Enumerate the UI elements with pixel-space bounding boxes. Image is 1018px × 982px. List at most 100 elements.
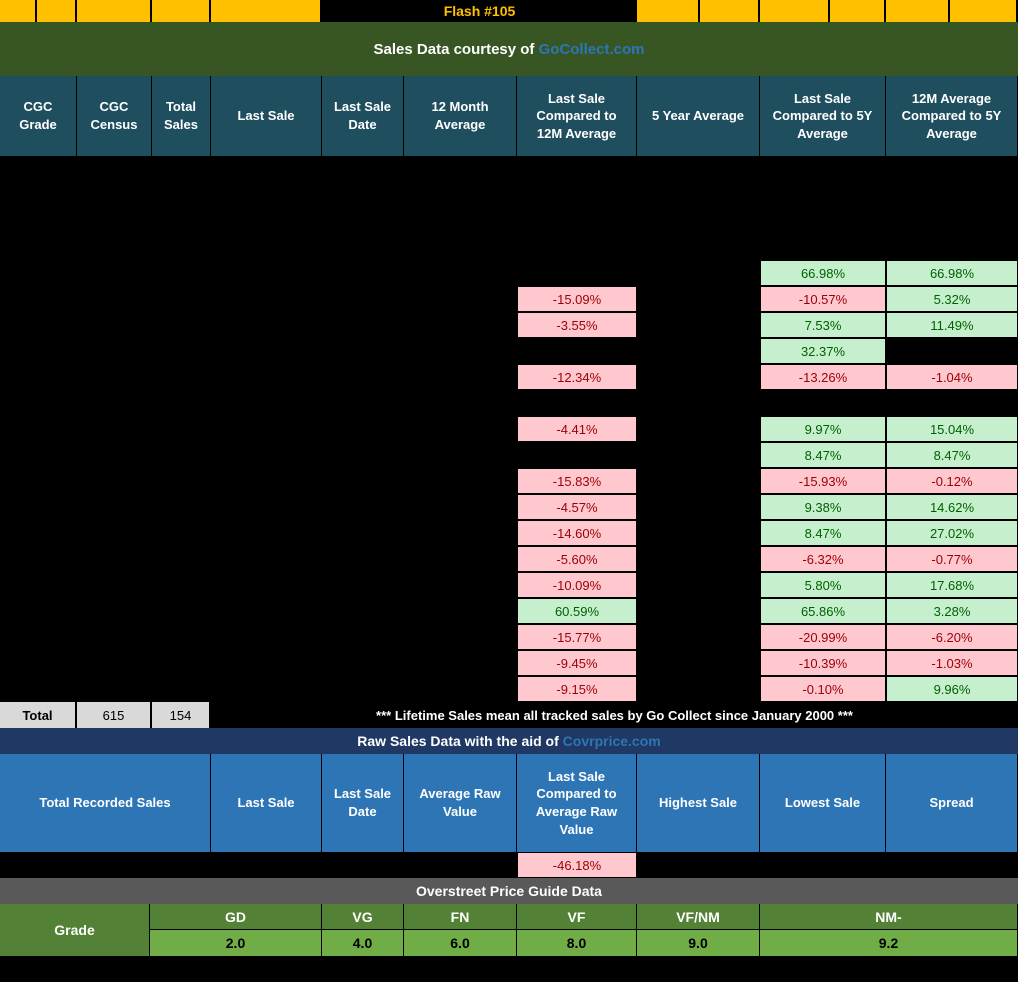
last-vs-5y-cell[interactable] [760, 208, 886, 234]
cgc-grade-cell[interactable] [0, 286, 77, 312]
12m-average-cell[interactable] [404, 572, 517, 598]
cgc-census-cell[interactable] [77, 598, 152, 624]
last-sale-date-cell[interactable] [322, 598, 404, 624]
last-sale-cell[interactable] [211, 520, 322, 546]
last-sale-date-cell[interactable] [322, 208, 404, 234]
spread-cell[interactable] [886, 852, 1018, 878]
col-header-last-sale-date[interactable]: Last Sale Date [322, 76, 404, 156]
last-sale-cell[interactable] [211, 208, 322, 234]
last-sale-cell[interactable] [211, 416, 322, 442]
last-sale-date-cell[interactable] [322, 624, 404, 650]
last-sale-cell[interactable] [211, 442, 322, 468]
5y-average-cell[interactable] [637, 390, 760, 416]
last-sale-cell[interactable] [211, 676, 322, 702]
covrprice-link[interactable]: Covrprice.com [562, 733, 661, 749]
last-sale-cell[interactable] [211, 234, 322, 260]
total-sales-cell[interactable] [152, 260, 211, 286]
12m-average-cell[interactable] [404, 676, 517, 702]
12m-average-cell[interactable] [404, 520, 517, 546]
12m-vs-5y-cell[interactable] [886, 390, 1018, 416]
5y-average-cell[interactable] [637, 156, 760, 182]
last-vs-12m-cell[interactable]: -12.34% [517, 364, 637, 390]
last-sale-cell[interactable] [211, 338, 322, 364]
cgc-census-cell[interactable] [77, 338, 152, 364]
last-vs-12m-cell[interactable]: -14.60% [517, 520, 637, 546]
total-sales-cell[interactable] [152, 572, 211, 598]
last-vs-12m-cell[interactable]: -9.15% [517, 676, 637, 702]
last-vs-5y-cell[interactable]: -15.93% [760, 468, 886, 494]
last-vs-12m-cell[interactable] [517, 260, 637, 286]
col-header-raw-last-sale[interactable]: Last Sale [211, 754, 322, 852]
last-vs-5y-cell[interactable] [760, 234, 886, 260]
last-sale-date-cell[interactable] [322, 572, 404, 598]
last-vs-12m-cell[interactable]: -3.55% [517, 312, 637, 338]
grade-label-cell[interactable]: Grade [0, 904, 150, 956]
last-vs-12m-cell[interactable] [517, 442, 637, 468]
last-vs-12m-cell[interactable]: -9.45% [517, 650, 637, 676]
last-sale-date-cell[interactable] [322, 676, 404, 702]
cgc-census-cell[interactable] [77, 182, 152, 208]
5y-average-cell[interactable] [637, 338, 760, 364]
cgc-census-cell[interactable] [77, 208, 152, 234]
12m-average-cell[interactable] [404, 286, 517, 312]
cgc-census-cell[interactable] [77, 494, 152, 520]
last-vs-12m-cell[interactable] [517, 338, 637, 364]
last-vs-12m-cell[interactable]: -4.57% [517, 494, 637, 520]
5y-average-cell[interactable] [637, 624, 760, 650]
cgc-census-cell[interactable] [77, 286, 152, 312]
last-vs-12m-cell[interactable]: 60.59% [517, 598, 637, 624]
12m-vs-5y-cell[interactable]: 17.68% [886, 572, 1018, 598]
total-sales-cell[interactable] [152, 650, 211, 676]
last-vs-5y-cell[interactable] [760, 390, 886, 416]
5y-average-cell[interactable] [637, 468, 760, 494]
grade-vf-value[interactable]: 8.0 [517, 930, 637, 956]
12m-average-cell[interactable] [404, 364, 517, 390]
grade-vfnm-value[interactable]: 9.0 [637, 930, 760, 956]
12m-vs-5y-cell[interactable]: 27.02% [886, 520, 1018, 546]
total-sales-cell[interactable] [152, 208, 211, 234]
last-vs-5y-cell[interactable]: 32.37% [760, 338, 886, 364]
12m-vs-5y-cell[interactable]: 11.49% [886, 312, 1018, 338]
cgc-grade-cell[interactable] [0, 156, 77, 182]
cgc-grade-cell[interactable] [0, 208, 77, 234]
12m-vs-5y-cell[interactable]: 9.96% [886, 676, 1018, 702]
last-sale-date-cell[interactable] [322, 494, 404, 520]
cgc-census-cell[interactable] [77, 546, 152, 572]
cgc-grade-cell[interactable] [0, 650, 77, 676]
cgc-grade-cell[interactable] [0, 416, 77, 442]
total-sales-cell[interactable] [152, 286, 211, 312]
cgc-grade-cell[interactable] [0, 442, 77, 468]
last-vs-5y-cell[interactable]: -6.32% [760, 546, 886, 572]
12m-vs-5y-cell[interactable] [886, 156, 1018, 182]
12m-average-cell[interactable] [404, 156, 517, 182]
last-sale-cell[interactable] [211, 312, 322, 338]
col-header-12m-vs-5y[interactable]: 12M Average Compared to 5Y Average [886, 76, 1018, 156]
12m-vs-5y-cell[interactable]: -1.03% [886, 650, 1018, 676]
12m-average-cell[interactable] [404, 468, 517, 494]
last-sale-date-cell[interactable] [322, 234, 404, 260]
total-sales-cell[interactable] [152, 338, 211, 364]
cgc-grade-cell[interactable] [0, 182, 77, 208]
12m-vs-5y-cell[interactable] [886, 208, 1018, 234]
12m-average-cell[interactable] [404, 650, 517, 676]
cgc-grade-cell[interactable] [0, 338, 77, 364]
last-sale-date-cell[interactable] [322, 312, 404, 338]
last-vs-5y-cell[interactable]: 8.47% [760, 520, 886, 546]
total-sales-cell[interactable] [152, 468, 211, 494]
5y-average-cell[interactable] [637, 494, 760, 520]
12m-average-cell[interactable] [404, 234, 517, 260]
cgc-census-cell[interactable] [77, 312, 152, 338]
total-sales-cell[interactable] [152, 234, 211, 260]
col-header-lowest-sale[interactable]: Lowest Sale [760, 754, 886, 852]
total-label-cell[interactable]: Total [0, 702, 77, 728]
last-sale-cell[interactable] [211, 364, 322, 390]
col-header-12m-average[interactable]: 12 Month Average [404, 76, 517, 156]
12m-vs-5y-cell[interactable]: -6.20% [886, 624, 1018, 650]
cgc-grade-cell[interactable] [0, 468, 77, 494]
last-vs-12m-cell[interactable]: -15.77% [517, 624, 637, 650]
12m-vs-5y-cell[interactable]: 8.47% [886, 442, 1018, 468]
last-vs-5y-cell[interactable]: 8.47% [760, 442, 886, 468]
last-vs-5y-cell[interactable]: -10.57% [760, 286, 886, 312]
12m-average-cell[interactable] [404, 598, 517, 624]
last-sale-cell[interactable] [211, 546, 322, 572]
